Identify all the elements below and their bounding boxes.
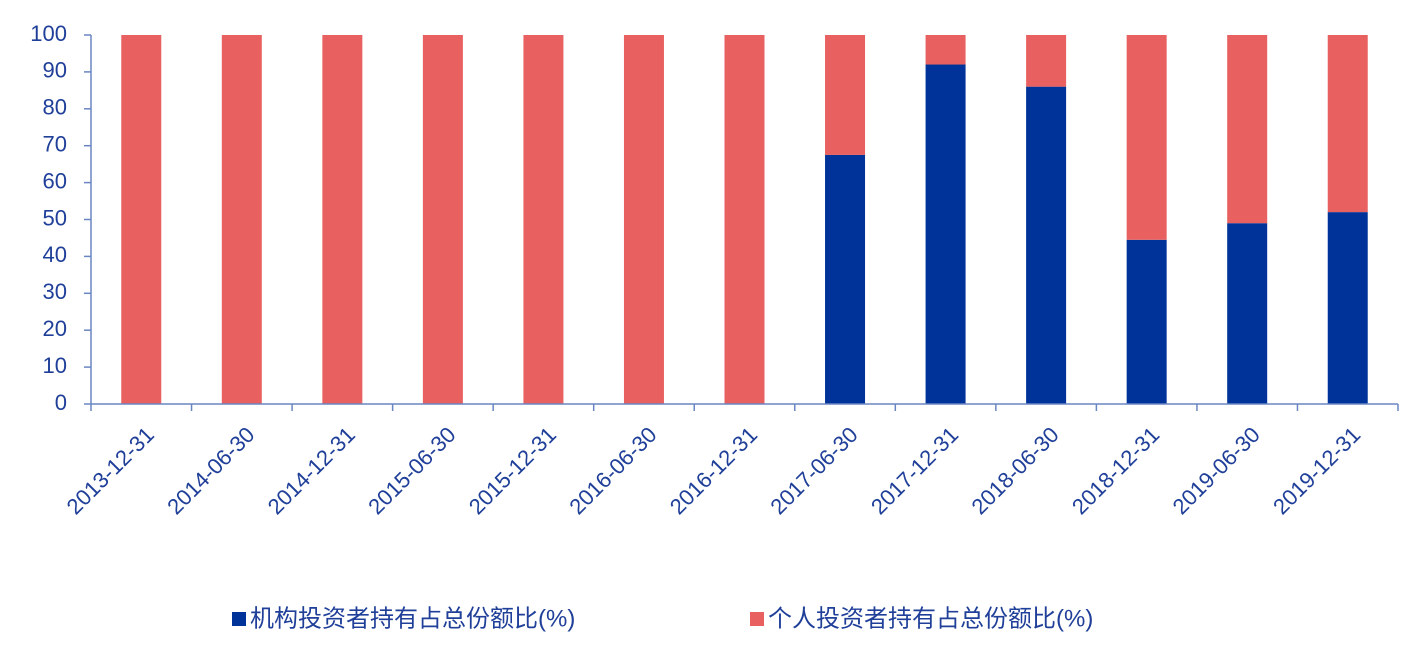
bar-segment <box>1026 86 1067 404</box>
legend-label: 个人投资者持有占总份额比(%) <box>768 605 1093 632</box>
bar-segment <box>1327 212 1368 404</box>
bar-segment <box>724 35 765 404</box>
y-tick-label: 10 <box>43 353 67 378</box>
x-tick-label: 2018-12-31 <box>1067 422 1164 519</box>
legend-swatch <box>232 612 246 626</box>
bar-segment <box>121 35 162 404</box>
bar-segment <box>1227 223 1268 404</box>
y-tick-label: 90 <box>43 58 67 83</box>
x-tick-label: 2019-06-30 <box>1168 422 1265 519</box>
x-tick-label: 2014-06-30 <box>162 422 259 519</box>
bar-segment <box>925 35 966 65</box>
bar-segment <box>1227 35 1268 224</box>
x-tick-label: 2013-12-31 <box>62 422 159 519</box>
y-tick-label: 60 <box>43 168 67 193</box>
y-tick-label: 50 <box>43 205 67 230</box>
bar-segment <box>1327 35 1368 213</box>
y-tick-label: 0 <box>55 390 67 415</box>
x-tick-label: 2015-06-30 <box>363 422 460 519</box>
legend-label: 机构投资者持有占总份额比(%) <box>250 605 575 632</box>
y-tick-label: 100 <box>30 21 67 46</box>
x-tick-label: 2015-12-31 <box>464 422 561 519</box>
x-tick-label: 2018-06-30 <box>967 422 1064 519</box>
x-tick-label: 2014-12-31 <box>263 422 360 519</box>
bar-segment <box>925 64 966 405</box>
y-tick-label: 40 <box>43 242 67 267</box>
x-tick-label: 2019-12-31 <box>1268 422 1365 519</box>
x-tick-label: 2016-06-30 <box>564 422 661 519</box>
x-tick-label: 2016-12-31 <box>665 422 762 519</box>
bar-segment <box>422 35 463 404</box>
bar-segment <box>322 35 363 404</box>
legend-swatch <box>750 612 764 626</box>
bar-segment <box>825 154 866 404</box>
bar-segment <box>623 35 664 404</box>
bar-segment <box>825 35 866 155</box>
y-tick-label: 70 <box>43 132 67 157</box>
y-tick-label: 20 <box>43 316 67 341</box>
bar-segment <box>1126 35 1167 240</box>
bar-segment <box>1126 239 1167 404</box>
bar-segment <box>221 35 262 404</box>
y-tick-label: 80 <box>43 95 67 120</box>
bar-segment <box>1026 35 1067 87</box>
x-tick-label: 2017-12-31 <box>866 422 963 519</box>
x-tick-label: 2017-06-30 <box>765 422 862 519</box>
bar-segment <box>523 35 564 404</box>
y-tick-label: 30 <box>43 279 67 304</box>
